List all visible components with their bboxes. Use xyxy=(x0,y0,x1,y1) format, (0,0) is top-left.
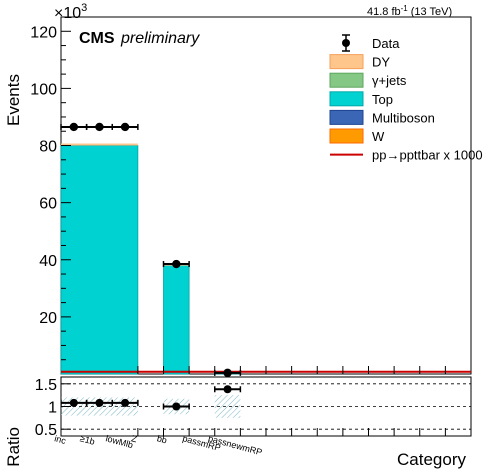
legend-label-1: DY xyxy=(372,55,390,70)
y-tick-label-5: 120 xyxy=(30,24,57,41)
status-label: preliminary xyxy=(120,30,200,47)
legend-swatch-5 xyxy=(329,128,364,144)
y-tick-label-3: 80 xyxy=(39,139,57,156)
legend-label-2: γ+jets xyxy=(372,73,407,88)
ratio-point-0 xyxy=(69,398,78,407)
category-label-0: inc xyxy=(53,433,67,446)
ratio-point-1 xyxy=(95,398,104,407)
legend-label-0: Data xyxy=(372,36,400,51)
legend-swatch-4 xyxy=(329,109,364,125)
bar-dy-0 xyxy=(61,143,138,146)
legend: Data DY γ+jets Top Multiboson Wpp→ppttbar x 1… xyxy=(329,34,483,163)
ratio-axis-title: Ratio xyxy=(4,427,23,467)
data-point-1 xyxy=(95,122,104,132)
ratio-band-2 xyxy=(214,395,241,418)
bar-top-1 xyxy=(163,265,190,375)
ratio-tick-label-0: 0.5 xyxy=(35,422,57,439)
category-label-3: Z xyxy=(130,433,138,444)
y-tick-label-2: 60 xyxy=(39,196,57,213)
legend-label-4: Multiboson xyxy=(372,110,435,125)
y-tick-label-4: 100 xyxy=(30,81,57,98)
legend-data-marker xyxy=(342,39,350,47)
experiment-label: CMS xyxy=(79,30,115,47)
category-label-1: ≥1b xyxy=(79,433,96,447)
bar-top-0 xyxy=(60,145,139,375)
data-point-0 xyxy=(69,122,79,132)
ratio-point-4 xyxy=(223,385,232,394)
y-tick-label-1: 40 xyxy=(39,253,57,270)
data-point-4 xyxy=(223,368,232,378)
y-axis-title: Events xyxy=(4,74,23,126)
ratio-point-3 xyxy=(172,402,181,411)
legend-label-5: W xyxy=(372,129,385,144)
legend-swatch-3 xyxy=(329,91,364,107)
legend-swatch-1 xyxy=(329,54,364,70)
legend-label-6: pp→ppttbar x 1000 xyxy=(372,148,483,163)
category-label-4: bb xyxy=(156,433,168,445)
exponent-label: ×103 xyxy=(54,2,87,22)
legend-label-3: Top xyxy=(372,92,393,107)
legend-swatch-2 xyxy=(329,72,364,88)
y-tick-label-0: 20 xyxy=(39,310,57,327)
ratio-point-2 xyxy=(121,398,130,407)
x-axis-title: Category xyxy=(397,450,466,469)
ratio-tick-label-2: 1.5 xyxy=(35,377,57,394)
data-point-3 xyxy=(172,259,181,269)
lumi-label: 41.8 fb-1 (13 TeV) xyxy=(367,4,452,18)
data-point-2 xyxy=(120,122,130,132)
ratio-tick-label-1: 1 xyxy=(48,400,57,417)
